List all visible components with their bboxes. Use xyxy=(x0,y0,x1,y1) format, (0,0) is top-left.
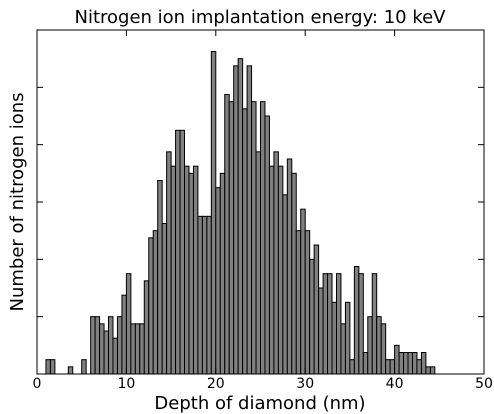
x-tick-label: 30 xyxy=(296,376,314,392)
bar xyxy=(371,273,378,375)
bar xyxy=(210,51,217,375)
bar xyxy=(197,215,203,375)
bar xyxy=(112,337,118,375)
bar xyxy=(108,316,114,375)
bar xyxy=(309,258,315,375)
bar xyxy=(367,316,373,375)
bar xyxy=(192,165,199,375)
x-tick-label: 50 xyxy=(475,376,493,392)
bar xyxy=(116,316,123,375)
bar xyxy=(385,359,391,375)
bar xyxy=(376,316,382,375)
bar xyxy=(353,266,360,375)
bar xyxy=(403,352,409,375)
bar xyxy=(246,65,253,375)
bar xyxy=(420,352,427,375)
bar xyxy=(121,294,127,375)
bar xyxy=(161,223,168,375)
bar xyxy=(411,352,418,375)
bar xyxy=(251,101,257,375)
bar xyxy=(175,129,181,375)
bar xyxy=(398,352,405,375)
bar xyxy=(335,273,342,375)
x-axis-label: Depth of diamond (nm) xyxy=(154,393,365,414)
bar xyxy=(291,172,297,375)
bar xyxy=(331,301,337,375)
bar xyxy=(380,323,387,375)
bar xyxy=(148,237,154,375)
bar xyxy=(260,101,266,375)
bar xyxy=(99,323,105,375)
bar xyxy=(407,352,413,375)
bar xyxy=(206,215,212,375)
bar xyxy=(264,115,270,375)
bar xyxy=(215,187,221,375)
bar xyxy=(233,65,239,375)
bar xyxy=(157,180,163,375)
bar xyxy=(416,359,422,375)
bar xyxy=(188,172,194,375)
chart-title: Nitrogen ion implantation energy: 10 keV xyxy=(75,7,447,28)
bar xyxy=(273,151,279,375)
bar xyxy=(45,359,51,375)
x-tick-label: 10 xyxy=(117,376,135,392)
bar xyxy=(242,108,248,375)
bar xyxy=(139,323,145,375)
bar xyxy=(304,230,311,375)
bar xyxy=(425,366,431,375)
bar xyxy=(130,323,136,375)
bar xyxy=(49,359,56,375)
bar xyxy=(170,165,177,375)
bar xyxy=(228,101,235,375)
bar xyxy=(201,215,208,375)
bar xyxy=(90,316,96,375)
x-tick-label: 40 xyxy=(386,376,404,392)
bar xyxy=(143,280,150,375)
bar xyxy=(394,344,400,375)
bar xyxy=(152,230,159,375)
bar xyxy=(179,129,186,375)
bar xyxy=(286,158,293,375)
bar xyxy=(94,316,101,375)
bar xyxy=(318,287,324,375)
bar xyxy=(103,330,110,375)
y-axis-label: Number of nitrogen ions xyxy=(7,92,28,311)
bar xyxy=(81,359,87,375)
x-tick-label: 0 xyxy=(33,376,42,392)
bar xyxy=(277,165,284,375)
bar xyxy=(300,208,306,375)
bar xyxy=(125,273,132,375)
bar xyxy=(322,273,329,375)
bar xyxy=(237,58,244,375)
bar xyxy=(282,194,288,375)
bar xyxy=(219,172,226,375)
bar xyxy=(358,273,364,375)
bar xyxy=(134,323,141,375)
bar xyxy=(349,359,355,375)
bar xyxy=(429,366,436,375)
bar xyxy=(327,273,333,375)
bar xyxy=(389,359,396,375)
bar xyxy=(340,323,346,375)
x-tick-label: 20 xyxy=(207,376,225,392)
bar xyxy=(313,244,320,375)
bar xyxy=(362,352,369,375)
bar xyxy=(224,94,230,375)
bar xyxy=(184,165,190,375)
bar xyxy=(67,366,74,375)
bar xyxy=(268,165,275,375)
bar xyxy=(255,151,261,375)
bar xyxy=(295,230,302,375)
bar xyxy=(344,301,351,375)
bar xyxy=(166,151,172,375)
